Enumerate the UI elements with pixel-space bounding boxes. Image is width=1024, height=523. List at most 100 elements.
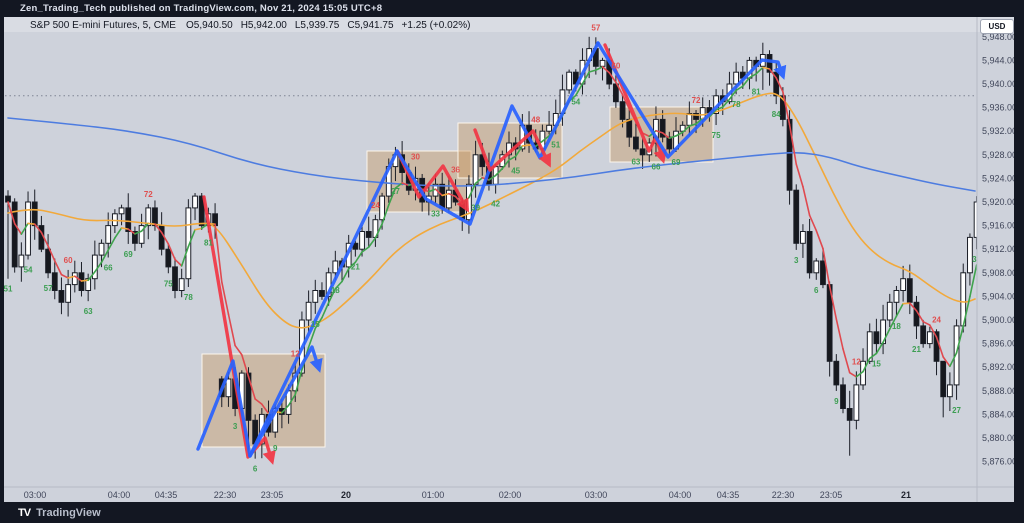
bar-count-label: 39 bbox=[471, 204, 480, 213]
fast-ma-segment bbox=[494, 167, 504, 177]
fast-ma-segment bbox=[341, 267, 350, 283]
fast-ma-segment bbox=[47, 245, 56, 262]
fast-ma-segment bbox=[488, 174, 497, 181]
candle-down bbox=[479, 154, 486, 168]
candle-down bbox=[873, 331, 880, 345]
fast-ma-segment bbox=[234, 344, 243, 356]
candle-up bbox=[138, 225, 145, 244]
fast-ma-segment bbox=[868, 352, 878, 360]
price-tick-label: 5,908.00 bbox=[982, 268, 1014, 278]
time-tick-label: 04:00 bbox=[669, 490, 692, 500]
price-axis[interactable]: 5,948.00 5,944.00 5,940.00 5,936.00 5,932.00… bbox=[982, 32, 1014, 467]
candle-down bbox=[846, 408, 853, 421]
candle-down bbox=[278, 408, 285, 415]
fast-ma-segment bbox=[969, 264, 977, 298]
time-tick-label: 03:00 bbox=[24, 490, 47, 500]
candle-down bbox=[793, 189, 800, 244]
candle-up bbox=[800, 231, 806, 244]
red-zigzag-line bbox=[396, 150, 469, 213]
fast-ma-segment bbox=[147, 222, 156, 225]
bar-count-label: 72 bbox=[692, 96, 701, 105]
fast-ma-segment bbox=[167, 243, 176, 261]
candle-down bbox=[5, 195, 11, 203]
fast-ma-segment bbox=[588, 69, 597, 73]
fast-ma-segment bbox=[788, 123, 798, 165]
bar-count-label: 6 bbox=[253, 465, 258, 474]
fast-ma-segment bbox=[828, 285, 838, 320]
fast-ma-segment bbox=[327, 288, 337, 304]
price-tick-label: 5,932.00 bbox=[982, 126, 1014, 136]
fast-ma-segment bbox=[808, 214, 818, 232]
fast-ma-segment bbox=[655, 129, 664, 134]
candle-up bbox=[18, 254, 25, 268]
bar-count-label: 15 bbox=[311, 320, 320, 329]
candle-up bbox=[679, 124, 686, 132]
fast-ma-segment bbox=[20, 222, 29, 235]
currency-label: USD bbox=[988, 22, 1006, 31]
close-value: C5,941.75 bbox=[347, 19, 394, 31]
candle-up bbox=[866, 331, 873, 362]
candle-down bbox=[906, 278, 913, 303]
fast-ma-segment bbox=[160, 231, 170, 245]
currency-toggle-button[interactable]: USD bbox=[980, 19, 1014, 34]
orange-ma-line bbox=[7, 92, 976, 329]
tradingview-brand-text[interactable]: TradingView bbox=[36, 506, 101, 519]
fast-ma-segment bbox=[33, 223, 43, 234]
price-tick-label: 5,916.00 bbox=[982, 221, 1014, 231]
candle-up bbox=[185, 207, 192, 280]
candle-up bbox=[118, 207, 125, 215]
fast-ma-segment bbox=[541, 135, 550, 143]
candle-up bbox=[886, 301, 893, 321]
price-tick-label: 5,936.00 bbox=[982, 103, 1014, 113]
fast-ma-segment bbox=[715, 106, 724, 111]
bar-count-label: 78 bbox=[184, 293, 193, 302]
fast-ma-segment bbox=[848, 371, 858, 378]
candle-down bbox=[58, 290, 65, 303]
fast-ma-segment bbox=[120, 227, 130, 230]
bar-count-label: 9 bbox=[834, 397, 839, 406]
candle-down bbox=[779, 95, 786, 120]
bar-count-labels: 5154576063666972757881369121518212427303… bbox=[4, 23, 977, 474]
fast-ma-segment bbox=[802, 185, 811, 217]
fast-ma-segment bbox=[895, 302, 904, 317]
slow-blue-ma-line bbox=[7, 117, 976, 192]
bar-count-label: 24 bbox=[371, 201, 380, 210]
time-axis[interactable]: 03:00 04:00 04:35 22:30 23:05 20 01:00 02:00 03:… bbox=[24, 490, 911, 500]
fast-ma-segment bbox=[174, 258, 183, 267]
fast-ma-segment bbox=[621, 93, 631, 110]
price-tick-label: 5,924.00 bbox=[982, 173, 1014, 183]
fast-ma-segment bbox=[13, 222, 23, 235]
fast-ma-segment bbox=[795, 163, 804, 188]
fast-ma-segment bbox=[334, 280, 343, 290]
bar-count-label: 24 bbox=[932, 315, 941, 324]
bar-count-label: 21 bbox=[351, 263, 360, 272]
candle-up bbox=[145, 207, 152, 227]
candle-up bbox=[312, 290, 319, 303]
fast-ma-segment bbox=[935, 336, 945, 358]
fast-ma-segment bbox=[60, 273, 69, 279]
fast-ma-segment bbox=[782, 90, 791, 126]
symbol-legend: S&P 500 E-mini Futures, 5, CME O5,940.50… bbox=[30, 19, 478, 31]
candle-down bbox=[940, 360, 947, 398]
bar-count-label: 15 bbox=[872, 359, 881, 368]
fast-ma-segment bbox=[695, 117, 704, 125]
candle-up bbox=[813, 260, 820, 274]
blue-zigzag-line bbox=[596, 41, 787, 159]
bar-count-label: 81 bbox=[752, 87, 761, 96]
candle-down bbox=[51, 272, 58, 291]
candle-down bbox=[165, 248, 172, 268]
candle-down bbox=[626, 118, 633, 138]
candle-up bbox=[98, 242, 105, 256]
candle-up bbox=[192, 195, 198, 209]
fast-ma-segment bbox=[595, 66, 604, 71]
red-zigzag-line bbox=[603, 43, 667, 164]
fast-ma-segment bbox=[321, 301, 330, 319]
candle-up bbox=[953, 325, 960, 386]
candle-down bbox=[125, 207, 132, 232]
candle-down bbox=[172, 266, 178, 291]
fast-ma-segment bbox=[468, 182, 477, 199]
fast-ma-segment bbox=[601, 66, 611, 74]
fast-ma-segment bbox=[835, 318, 844, 350]
fast-ma-segment bbox=[254, 398, 263, 405]
time-tick-label: 01:00 bbox=[422, 490, 445, 500]
